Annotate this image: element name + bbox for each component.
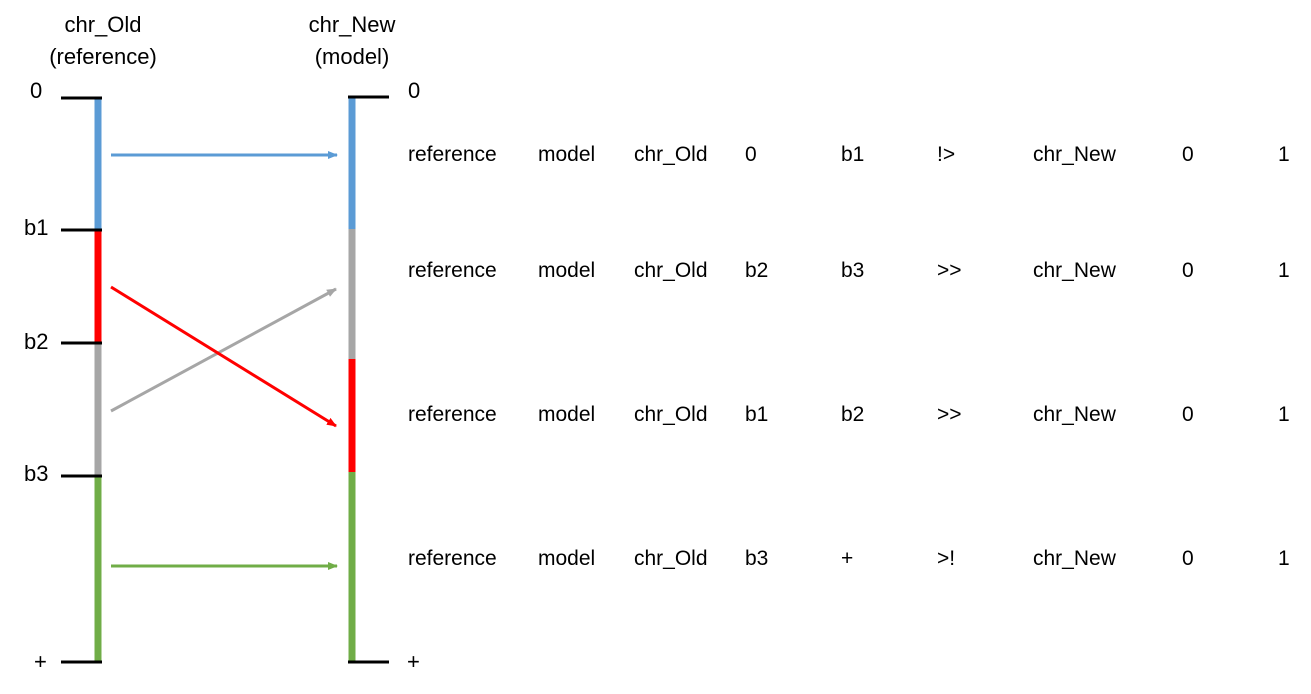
row-0-col-8: 1 — [1278, 143, 1290, 166]
row-1-col-5: >> — [937, 259, 962, 282]
new-title-role: (model) — [314, 44, 390, 69]
arrow-red — [110, 285, 337, 428]
row-1-col-1: model — [538, 259, 596, 282]
new-chromosome-ticks — [348, 95, 389, 664]
row-3-col-4: + — [841, 547, 854, 570]
old-label-b3: b3 — [24, 461, 49, 486]
row-2-col-5: >> — [937, 403, 962, 426]
row-2-col-2: chr_Old — [634, 403, 708, 426]
row-2-col-3: b1 — [745, 403, 769, 426]
row-1-col-8: 1 — [1278, 259, 1290, 282]
row-3-col-5: >! — [937, 547, 956, 570]
row-2-col-8: 1 — [1278, 403, 1290, 426]
row-2-col-7: 0 — [1182, 403, 1194, 426]
old-label-b2: b2 — [24, 329, 49, 354]
row-1-col-7: 0 — [1182, 259, 1194, 282]
row-3-col-0: reference — [408, 547, 497, 570]
old-chromosome-ticks — [61, 96, 102, 664]
new-title-name: chr_New — [308, 12, 396, 37]
new-label-end: + — [407, 649, 420, 674]
row-2-col-0: reference — [408, 403, 497, 426]
row-0-col-4: b1 — [841, 143, 865, 166]
new-label-0: 0 — [408, 78, 421, 103]
row-2-col-1: model — [538, 403, 596, 426]
row-3-col-3: b3 — [745, 547, 769, 570]
old-title-role: (reference) — [49, 44, 157, 69]
row-2-col-4: b2 — [841, 403, 865, 426]
row-1-col-2: chr_Old — [634, 259, 708, 282]
row-0-col-2: chr_Old — [634, 143, 708, 166]
row-1-col-6: chr_New — [1033, 259, 1116, 282]
row-0-col-3: 0 — [745, 143, 757, 166]
old-label-b1: b1 — [24, 215, 49, 240]
row-1-col-0: reference — [408, 259, 497, 282]
old-label-0: 0 — [30, 78, 43, 103]
row-1-col-3: b2 — [745, 259, 769, 282]
row-3-col-6: chr_New — [1033, 547, 1116, 570]
old-label-end: + — [34, 649, 47, 674]
arrow-gray — [110, 287, 337, 413]
row-3-col-1: model — [538, 547, 596, 570]
row-2-col-6: chr_New — [1033, 403, 1116, 426]
row-3-col-8: 1 — [1278, 547, 1290, 570]
row-0-col-7: 0 — [1182, 143, 1194, 166]
row-3-col-7: 0 — [1182, 547, 1194, 570]
old-title-name: chr_Old — [64, 12, 142, 37]
row-0-col-6: chr_New — [1033, 143, 1116, 166]
new-chromosome-title: chr_New (model) — [252, 9, 452, 73]
row-0-col-1: model — [538, 143, 596, 166]
row-0-col-0: reference — [408, 143, 497, 166]
old-chromosome-title: chr_Old (reference) — [3, 9, 203, 73]
row-1-col-4: b3 — [841, 259, 865, 282]
row-3-col-2: chr_Old — [634, 547, 708, 570]
row-0-col-5: !> — [937, 143, 956, 166]
